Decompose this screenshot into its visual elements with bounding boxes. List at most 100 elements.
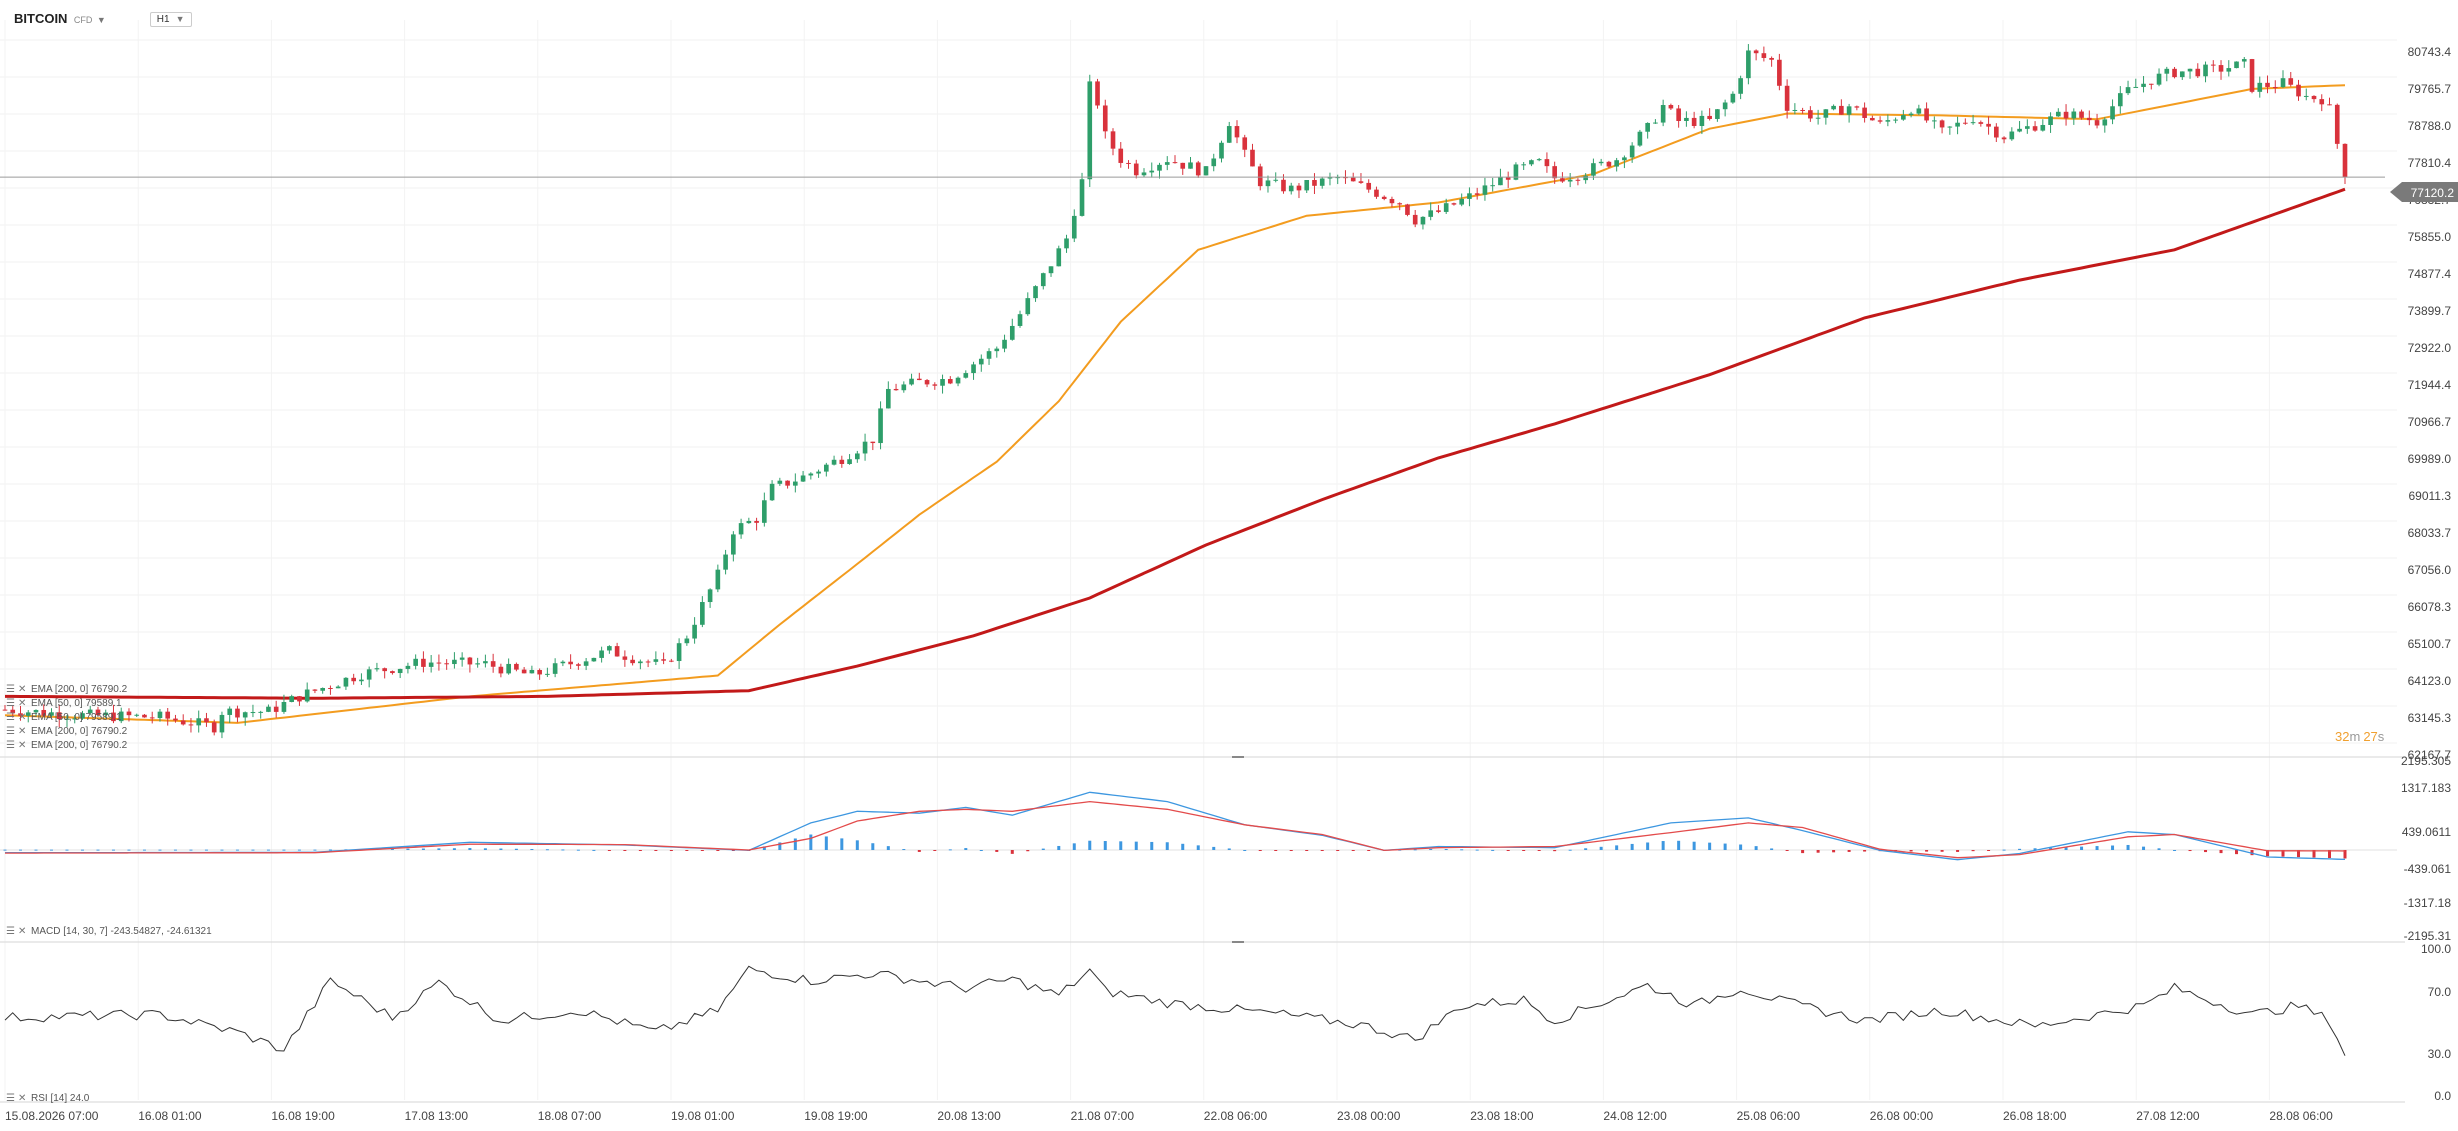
- close-icon[interactable]: ✕: [18, 698, 26, 709]
- candle-down: [2272, 86, 2278, 88]
- legend-rsi[interactable]: ☰ ✕ RSI [14] 24.0: [6, 1093, 90, 1104]
- candle-up: [1622, 157, 1627, 161]
- macd-histogram-bar: [979, 850, 983, 851]
- candle-down: [1133, 163, 1139, 176]
- macd-histogram-bar: [2235, 850, 2239, 855]
- symbol-type: CFD: [73, 15, 93, 25]
- time-tick-label: 26.08 18:00: [2003, 1109, 2067, 1123]
- candle-up: [816, 471, 821, 474]
- candle-down: [95, 709, 101, 716]
- hamburger-icon: ☰: [6, 1093, 15, 1104]
- caret-down-icon[interactable]: ▼: [96, 15, 106, 25]
- close-icon[interactable]: ✕: [18, 726, 26, 737]
- legend-ema200-a[interactable]: ☰ ✕ EMA [200, 0] 76790.2: [6, 684, 128, 695]
- candle-up: [1653, 122, 1658, 124]
- candle-up: [1738, 78, 1743, 94]
- candle-down: [490, 661, 496, 667]
- candle-up: [994, 348, 1000, 352]
- candle-down: [1118, 148, 1124, 163]
- candle-up: [1149, 170, 1155, 173]
- time-tick-label: 25.08 06:00: [1737, 1109, 1801, 1123]
- macd-histogram-bar: [561, 849, 565, 851]
- candle-up: [1746, 50, 1751, 79]
- candle-up: [2025, 126, 2030, 129]
- close-icon[interactable]: ✕: [18, 926, 26, 937]
- close-icon[interactable]: ✕: [18, 684, 26, 695]
- macd-histogram-bar: [1739, 844, 1743, 850]
- macd-histogram-bar: [964, 848, 968, 850]
- candle-down: [1606, 161, 1612, 167]
- candle-up: [2187, 68, 2193, 72]
- candle-up: [1567, 179, 1573, 182]
- candle-down: [2334, 104, 2340, 144]
- candle-down: [2195, 68, 2201, 77]
- macd-histogram-bar: [2266, 850, 2270, 857]
- time-tick-label: 18.08 07:00: [538, 1109, 602, 1123]
- macd-histogram-bar: [127, 849, 131, 851]
- macd-histogram-bar: [468, 848, 472, 850]
- rsi-pane: [4, 965, 2346, 1056]
- macd-histogram-bar: [2142, 846, 2146, 850]
- candle-up: [1660, 105, 1666, 123]
- macd-histogram-bar: [793, 838, 797, 850]
- macd-histogram-bar: [3, 849, 7, 851]
- macd-histogram-bar: [2281, 850, 2285, 857]
- candle-up: [1335, 177, 1341, 179]
- legend-ema50-a[interactable]: ☰ ✕ EMA [50, 0] 79589.1: [6, 698, 122, 709]
- candle-up: [2017, 128, 2022, 132]
- candle-up: [1304, 180, 1310, 191]
- candle-down: [514, 663, 519, 670]
- candle-up: [2102, 119, 2108, 126]
- candle-down: [1808, 110, 1813, 119]
- candle-up: [940, 379, 945, 386]
- macd-histogram-bar: [1119, 841, 1123, 850]
- candle-up: [909, 378, 914, 385]
- candle-down: [1978, 122, 1984, 124]
- macd-histogram-bar: [282, 849, 286, 851]
- candle-down: [1397, 203, 1403, 205]
- macd-histogram-bar: [421, 848, 425, 850]
- legend-ema50-text: EMA [50, 0] 79589.1: [31, 698, 122, 709]
- candle-down: [1575, 179, 1581, 181]
- candle-down: [568, 661, 573, 665]
- macd-histogram-bar: [902, 849, 906, 851]
- candle-up: [1087, 81, 1093, 180]
- candle-up: [87, 709, 93, 714]
- close-icon[interactable]: ✕: [18, 740, 26, 751]
- current-price-value: 77120.2: [2411, 186, 2455, 200]
- instrument-selector[interactable]: BITCOIN CFD ▼: [14, 10, 106, 28]
- legend-ema200-c[interactable]: ☰ ✕ EMA [200, 0] 76790.2: [6, 740, 128, 751]
- candle-down: [2296, 84, 2301, 97]
- legend-ema200-b[interactable]: ☰ ✕ EMA [200, 0] 76790.2: [6, 726, 128, 737]
- close-icon[interactable]: ✕: [18, 1093, 26, 1104]
- candle-down: [1350, 177, 1356, 182]
- candle-up: [196, 718, 202, 726]
- hamburger-icon: ☰: [6, 698, 15, 709]
- candle-down: [165, 711, 171, 719]
- candle-up: [227, 708, 233, 715]
- candle-down: [1924, 108, 1929, 121]
- time-tick-label: 20.08 13:00: [937, 1109, 1001, 1123]
- candle-down: [1234, 126, 1240, 138]
- candle-up: [1722, 102, 1728, 110]
- countdown-seconds: 27: [2363, 729, 2377, 744]
- macd-histogram-bar: [80, 849, 84, 851]
- candle-up: [343, 677, 349, 687]
- candle-up: [1645, 122, 1650, 132]
- candle-up: [715, 569, 721, 590]
- candle-up: [831, 459, 837, 465]
- macd-histogram-bar: [1041, 848, 1045, 850]
- candle-down: [2210, 64, 2216, 66]
- timeframe-selector[interactable]: H1 ▼: [149, 11, 192, 27]
- macd-histogram-bar: [390, 848, 394, 850]
- legend-ema50-b[interactable]: ☰ ✕ EMA [50, 0] 79589.1: [6, 712, 122, 723]
- legend-macd[interactable]: ☰ ✕ MACD [14, 30, 7] -243.54827, -24.613…: [6, 926, 212, 937]
- candle-up: [1017, 314, 1023, 326]
- macd-histogram-bar: [731, 850, 735, 851]
- candle-up: [1467, 193, 1472, 199]
- macd-histogram-bar: [2095, 846, 2099, 850]
- macd-histogram-bar: [34, 849, 38, 851]
- macd-histogram-bar: [406, 848, 410, 850]
- close-icon[interactable]: ✕: [18, 712, 26, 723]
